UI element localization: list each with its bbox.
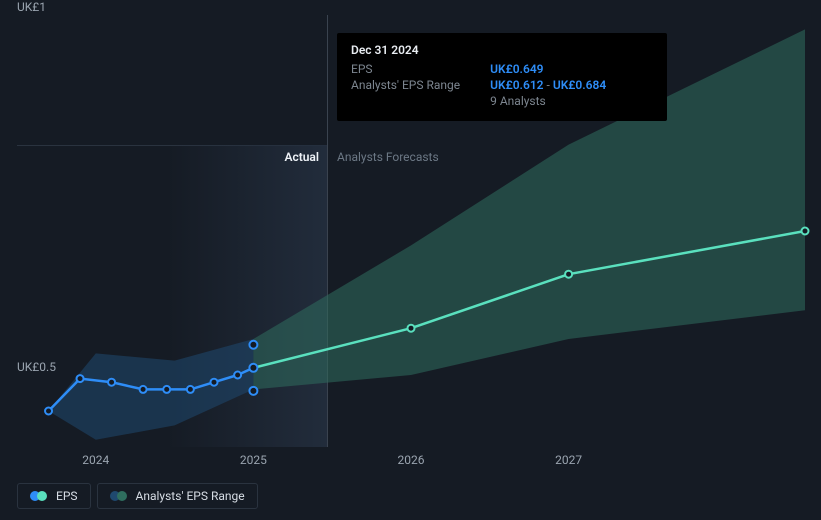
tooltip-range-low: UK£0.612 <box>490 78 543 92</box>
y-axis-tick: UK£0.5 <box>17 360 56 374</box>
tooltip-eps-key: EPS <box>351 61 490 77</box>
x-axis-tick: 2025 <box>240 453 267 467</box>
tooltip-range-key: Analysts' EPS Range <box>351 77 490 93</box>
tooltip-range-high: UK£0.684 <box>553 78 606 92</box>
plot-area[interactable]: Actual Analysts Forecasts UK£0.5UK£1 202… <box>17 15 805 447</box>
tooltip-analyst-count: 9 Analysts <box>490 93 606 109</box>
legend-swatch <box>110 490 128 502</box>
x-axis-tick: 2027 <box>555 453 582 467</box>
chart-tooltip: Dec 31 2024 EPS UK£0.649 Analysts' EPS R… <box>337 33 667 121</box>
y-axis-tick: UK£1 <box>17 0 46 14</box>
tooltip-eps-value: UK£0.649 <box>490 61 606 77</box>
chart-legend: EPS Analysts' EPS Range <box>17 483 258 509</box>
legend-item-range[interactable]: Analysts' EPS Range <box>97 483 258 509</box>
tooltip-date: Dec 31 2024 <box>351 43 653 57</box>
legend-item-eps[interactable]: EPS <box>17 483 91 509</box>
x-axis-tick: 2026 <box>398 453 425 467</box>
tooltip-range-dash: - <box>544 78 553 92</box>
legend-label: EPS <box>56 489 78 503</box>
legend-label: Analysts' EPS Range <box>136 489 245 503</box>
eps-forecast-chart: Actual Analysts Forecasts UK£0.5UK£1 202… <box>17 15 805 475</box>
x-axis-tick: 2024 <box>82 453 109 467</box>
legend-swatch <box>30 490 48 502</box>
